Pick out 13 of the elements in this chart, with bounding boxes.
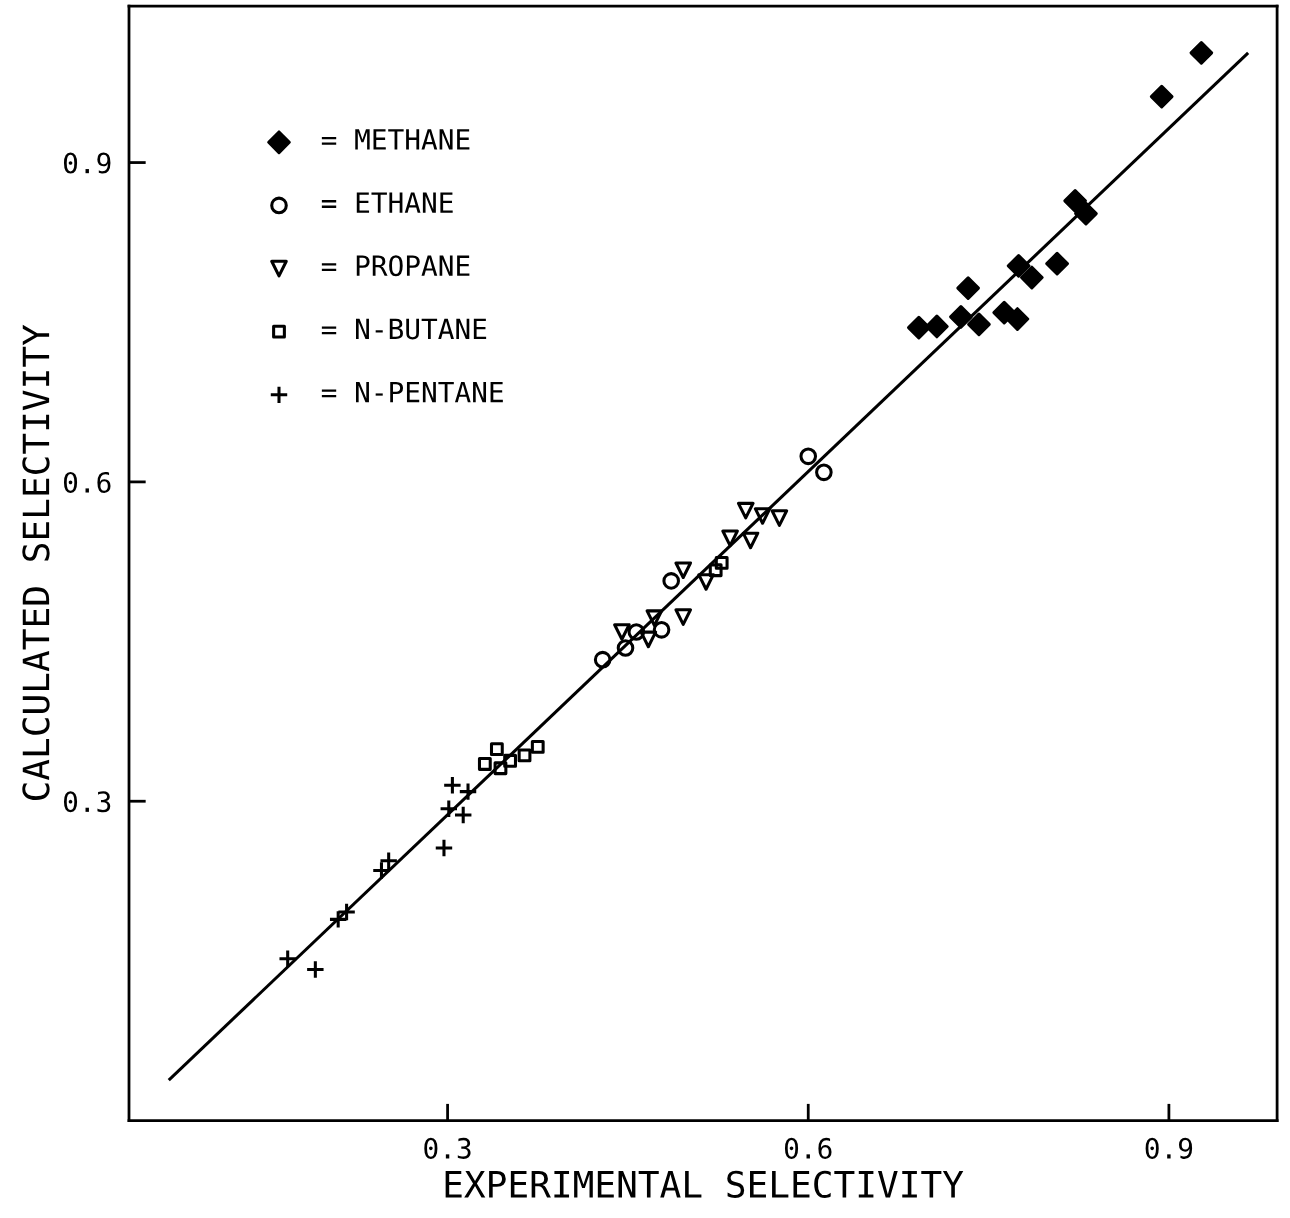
- legend-label: = ETHANE: [321, 192, 453, 213]
- y-tick-label: 0.3: [63, 791, 111, 813]
- y-tick-label: 0.6: [63, 471, 111, 493]
- y-axis-title: CALCULATED SELECTIVITY: [22, 324, 50, 801]
- legend-label: = METHANE: [321, 129, 470, 150]
- y-tick-label: 0.9: [63, 152, 111, 174]
- x-tick-label: 0.6: [784, 1137, 832, 1159]
- legend-label: = N-BUTANE: [321, 318, 487, 340]
- x-tick-label: 0.9: [1145, 1137, 1193, 1159]
- legend-label: = N-PENTANE: [321, 381, 503, 403]
- x-axis-title: EXPERIMENTAL SELECTIVITY: [445, 1170, 964, 1198]
- legend-label: = PROPANE: [321, 255, 470, 277]
- x-tick-label: 0.3: [424, 1137, 471, 1159]
